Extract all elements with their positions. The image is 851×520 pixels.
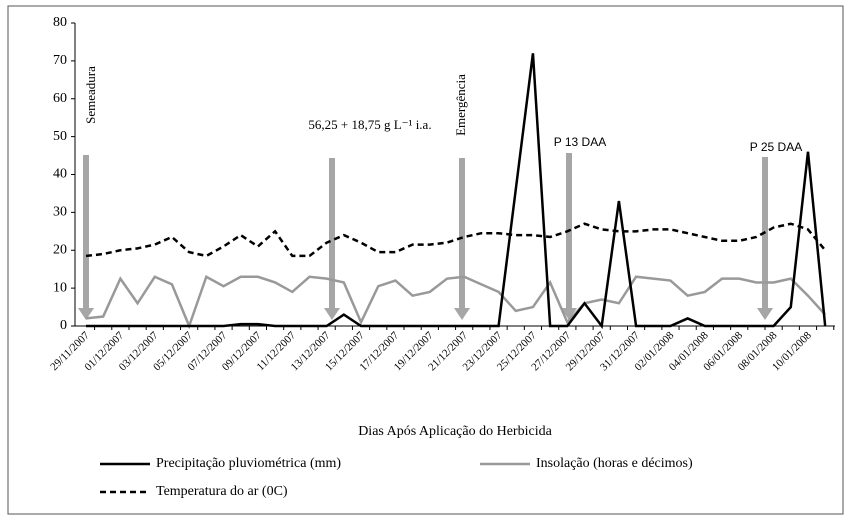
annotation: 56,25 + 18,75 g L⁻¹ i.a. [308, 117, 431, 132]
y-tick-label: 80 [53, 15, 67, 30]
y-tick-label: 10 [53, 280, 67, 295]
y-tick-label: 60 [53, 91, 67, 106]
series-line [85, 222, 827, 258]
legend-label: Temperatura do ar (0C) [156, 484, 288, 499]
annotation: Semeadura [83, 66, 98, 124]
annotation: P 25 DAA [750, 140, 802, 154]
annotation: P 13 DAA [554, 135, 606, 149]
chart-border [7, 5, 844, 515]
series-line [86, 53, 827, 330]
annotation: Emergência [453, 74, 468, 136]
legend-label: Precipitação pluviométrica (mm) [156, 456, 341, 471]
y-tick-label: 70 [53, 53, 67, 68]
y-tick-label: 40 [53, 167, 67, 182]
legend-label: Insolação (horas e décimos) [536, 456, 693, 471]
y-tick-label: 50 [53, 129, 67, 144]
y-tick-label: 20 [53, 242, 67, 257]
y-tick-label: 30 [53, 205, 67, 220]
x-axis-label: Dias Após Aplicação do Herbicida [358, 424, 552, 439]
series-line [85, 274, 827, 330]
y-tick-label: 0 [60, 318, 67, 333]
